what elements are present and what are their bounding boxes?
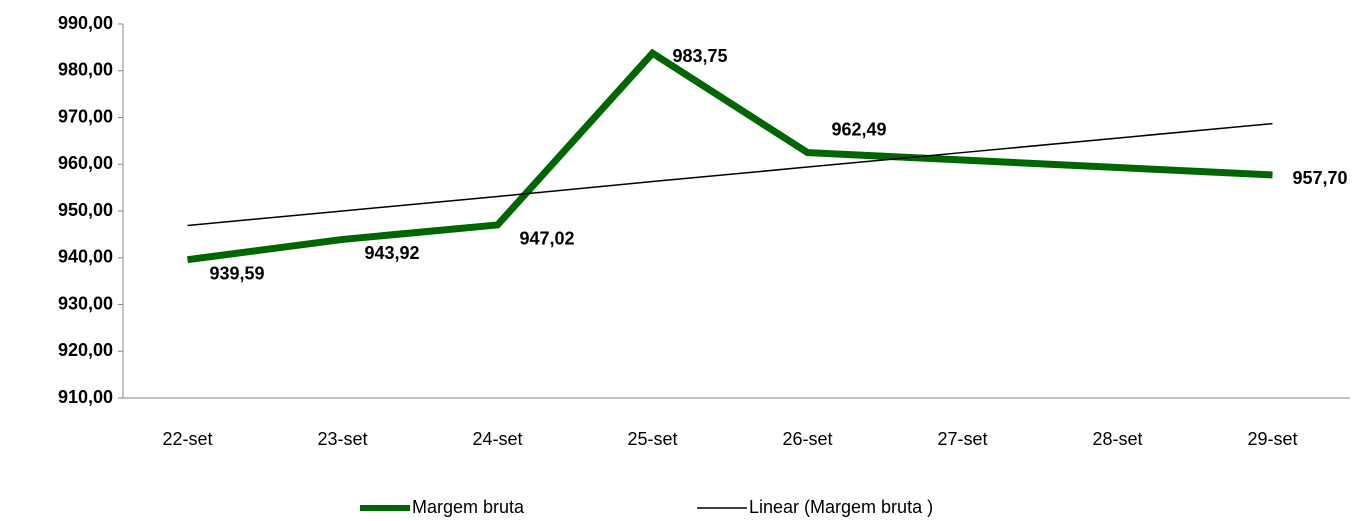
value-label: 983,75 <box>673 46 728 66</box>
y-tick-label: 960,00 <box>58 153 113 173</box>
x-tick-label: 23-set <box>317 429 367 449</box>
value-label: 957,70 <box>1293 168 1348 188</box>
y-tick-label: 940,00 <box>58 247 113 267</box>
x-tick-label: 22-set <box>162 429 212 449</box>
y-tick-label: 980,00 <box>58 60 113 80</box>
y-tick-label: 910,00 <box>58 387 113 407</box>
x-tick-label: 27-set <box>937 429 987 449</box>
value-label: 943,92 <box>365 243 420 263</box>
x-tick-label: 24-set <box>472 429 522 449</box>
data-line <box>187 48 1273 264</box>
y-tick-label: 930,00 <box>58 293 113 313</box>
value-label: 947,02 <box>520 229 575 249</box>
trend-line <box>187 122 1273 227</box>
x-tick-label: 28-set <box>1092 429 1142 449</box>
y-tick-label: 920,00 <box>58 340 113 360</box>
legend-label: Linear (Margem bruta ) <box>749 497 933 517</box>
legend-label: Margem bruta <box>412 497 525 517</box>
x-tick-label: 25-set <box>627 429 677 449</box>
y-tick-label: 950,00 <box>58 200 113 220</box>
x-tick-label: 26-set <box>782 429 832 449</box>
y-tick-label: 970,00 <box>58 106 113 126</box>
value-label: 939,59 <box>210 263 265 283</box>
y-tick-label: 990,00 <box>58 13 113 33</box>
x-tick-label: 29-set <box>1247 429 1297 449</box>
value-label: 962,49 <box>832 119 887 139</box>
